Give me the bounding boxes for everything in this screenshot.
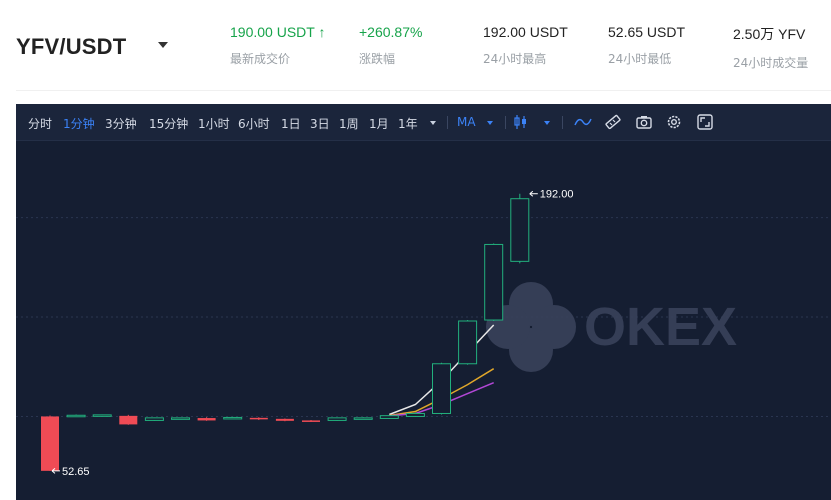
interval-15min[interactable]: 15分钟 bbox=[149, 117, 189, 131]
header-divider bbox=[16, 90, 831, 91]
low-stat: 52.65 USDT 24小时最低 bbox=[608, 24, 685, 67]
chevron-down-icon[interactable] bbox=[158, 42, 168, 48]
chevron-down-icon[interactable] bbox=[544, 121, 550, 125]
candle-body bbox=[327, 417, 347, 421]
volume-label: 24小时成交量 bbox=[733, 56, 809, 70]
interval-6h[interactable]: 6小时 bbox=[238, 117, 270, 131]
toolbar-divider bbox=[447, 116, 448, 129]
change-stat: +260.87% 涨跌幅 bbox=[359, 24, 422, 67]
candle-body bbox=[458, 320, 478, 365]
arrow-up-icon: ↑ bbox=[318, 24, 326, 40]
toolbar-divider bbox=[505, 116, 506, 129]
change-value: +260.87% bbox=[359, 24, 423, 40]
interval-3min[interactable]: 3分钟 bbox=[105, 117, 137, 131]
arrow-left-icon bbox=[529, 190, 534, 197]
high-stat: 192.00 USDT 24小时最高 bbox=[483, 24, 568, 67]
candle-body bbox=[92, 414, 112, 417]
high-value: 192.00 USDT bbox=[483, 24, 568, 40]
toolbar-divider bbox=[562, 116, 563, 129]
volume-value: 2.50万 YFV bbox=[733, 26, 806, 42]
price-plot[interactable]: OKEX 192.00 52.65 bbox=[16, 140, 831, 500]
ticker-header: YFV/USDT 190.00 USDT ↑ 最新成交价 +260.87% 涨跌… bbox=[0, 0, 831, 92]
line-tool-icon[interactable] bbox=[574, 113, 592, 131]
pair-selector[interactable]: YFV/USDT bbox=[16, 34, 127, 59]
candle-body bbox=[144, 417, 164, 421]
candle-style-icon[interactable] bbox=[512, 113, 530, 131]
gear-icon[interactable] bbox=[665, 113, 683, 131]
fullscreen-icon[interactable] bbox=[696, 113, 714, 131]
candle-body bbox=[302, 420, 320, 422]
interval-1mo[interactable]: 1月 bbox=[369, 117, 389, 131]
price-labels: 192.00 52.65 bbox=[51, 189, 574, 478]
volume-stat: 2.50万 YFV 24小时成交量 bbox=[733, 24, 808, 71]
candle-body bbox=[379, 415, 399, 419]
candle-body bbox=[197, 418, 216, 421]
interval-1min[interactable]: 1分钟 bbox=[63, 117, 95, 131]
kline-chart-panel: 分时 1分钟 3分钟 15分钟 1小时 6小时 1日 3日 1周 1月 1年 M… bbox=[16, 104, 831, 500]
candles bbox=[41, 193, 530, 471]
change-label: 涨跌幅 bbox=[359, 52, 396, 66]
candle-body bbox=[353, 417, 373, 420]
low-value: 52.65 USDT bbox=[608, 24, 686, 40]
candle-body bbox=[171, 417, 190, 420]
interval-timeshare[interactable]: 分时 bbox=[28, 117, 53, 131]
candle-body bbox=[510, 198, 530, 262]
chart-toolbar: 分时 1分钟 3分钟 15分钟 1小时 6小时 1日 3日 1周 1月 1年 M… bbox=[16, 104, 831, 141]
chevron-down-icon[interactable] bbox=[430, 121, 436, 125]
high-price-label: 192.00 bbox=[540, 189, 574, 201]
interval-1w[interactable]: 1周 bbox=[339, 117, 359, 131]
candle-body bbox=[405, 412, 425, 417]
chevron-down-icon[interactable] bbox=[487, 121, 493, 125]
candle-body bbox=[66, 414, 86, 418]
arrow-left-icon bbox=[51, 467, 56, 474]
candle-body bbox=[432, 363, 451, 414]
candle-body bbox=[249, 417, 268, 420]
indicator-ma[interactable]: MA bbox=[457, 115, 476, 129]
interval-1d[interactable]: 1日 bbox=[281, 117, 301, 131]
interval-3d[interactable]: 3日 bbox=[310, 117, 330, 131]
candle-body bbox=[484, 243, 504, 321]
candle-body bbox=[41, 416, 59, 471]
last-price-stat: 190.00 USDT ↑ 最新成交价 bbox=[230, 24, 325, 67]
low-label: 24小时最低 bbox=[608, 52, 672, 66]
ruler-icon[interactable] bbox=[604, 113, 622, 131]
candle-body bbox=[223, 416, 243, 420]
candle-body bbox=[119, 415, 138, 425]
candle-body bbox=[275, 418, 294, 421]
interval-1y[interactable]: 1年 bbox=[398, 117, 418, 131]
low-price-label: 52.65 bbox=[62, 466, 90, 478]
watermark-text: OKEX bbox=[584, 297, 737, 357]
gridlines bbox=[16, 217, 831, 417]
okex-watermark: OKEX bbox=[486, 282, 737, 372]
camera-icon[interactable] bbox=[635, 113, 653, 131]
high-label: 24小时最高 bbox=[483, 52, 547, 66]
last-price-value: 190.00 USDT bbox=[230, 24, 315, 40]
last-price-label: 最新成交价 bbox=[230, 52, 291, 66]
interval-1h[interactable]: 1小时 bbox=[198, 117, 230, 131]
